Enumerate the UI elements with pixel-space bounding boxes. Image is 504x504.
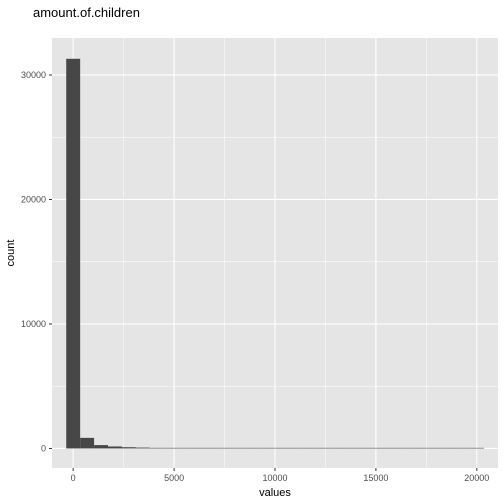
histogram-bar xyxy=(247,447,262,449)
histogram-bar xyxy=(135,447,150,449)
x-tick-label: 10000 xyxy=(262,473,287,483)
histogram-bar xyxy=(233,447,248,449)
histogram-bar xyxy=(414,447,429,449)
y-tick-label: 10000 xyxy=(21,319,46,329)
y-tick-label: 30000 xyxy=(21,70,46,80)
y-axis: 0 10000 20000 30000 xyxy=(21,70,52,453)
histogram-bar xyxy=(163,447,178,449)
histogram-bar xyxy=(261,447,276,449)
x-axis: 0 5000 10000 15000 20000 xyxy=(71,468,489,483)
histogram-bar xyxy=(66,58,81,449)
histogram-bar xyxy=(316,447,331,449)
histogram-bar xyxy=(149,447,164,449)
histogram-bar xyxy=(108,446,122,449)
histogram-bar xyxy=(302,447,317,449)
histogram-bar xyxy=(358,447,373,449)
histogram-bar xyxy=(121,447,136,449)
chart-title: amount.of.children xyxy=(33,5,140,20)
x-tick-label: 0 xyxy=(71,473,76,483)
x-tick-label: 5000 xyxy=(164,473,184,483)
histogram-bar xyxy=(191,447,206,449)
histogram-bar xyxy=(205,447,220,449)
y-tick-label: 0 xyxy=(41,443,46,453)
x-tick-label: 15000 xyxy=(363,473,388,483)
histogram-bar xyxy=(80,437,95,449)
histogram-bar xyxy=(428,447,443,449)
histogram-bar xyxy=(330,447,345,449)
histogram-bar xyxy=(442,447,457,449)
histogram-bar xyxy=(94,445,109,449)
x-tick-label: 20000 xyxy=(464,473,489,483)
histogram-bar xyxy=(470,447,484,449)
histogram-bar xyxy=(400,447,415,449)
histogram-bar xyxy=(344,447,359,449)
histogram-bar xyxy=(275,447,290,449)
histogram-bar xyxy=(289,447,303,449)
y-axis-title: count xyxy=(5,240,17,267)
y-tick-label: 20000 xyxy=(21,194,46,204)
histogram-bar xyxy=(386,447,401,449)
histogram-bar xyxy=(177,447,192,449)
histogram-bar xyxy=(372,447,387,449)
histogram-bar xyxy=(219,447,234,449)
histogram-bar xyxy=(456,447,471,449)
histogram-bars xyxy=(66,58,484,449)
x-axis-title: values xyxy=(259,487,291,499)
